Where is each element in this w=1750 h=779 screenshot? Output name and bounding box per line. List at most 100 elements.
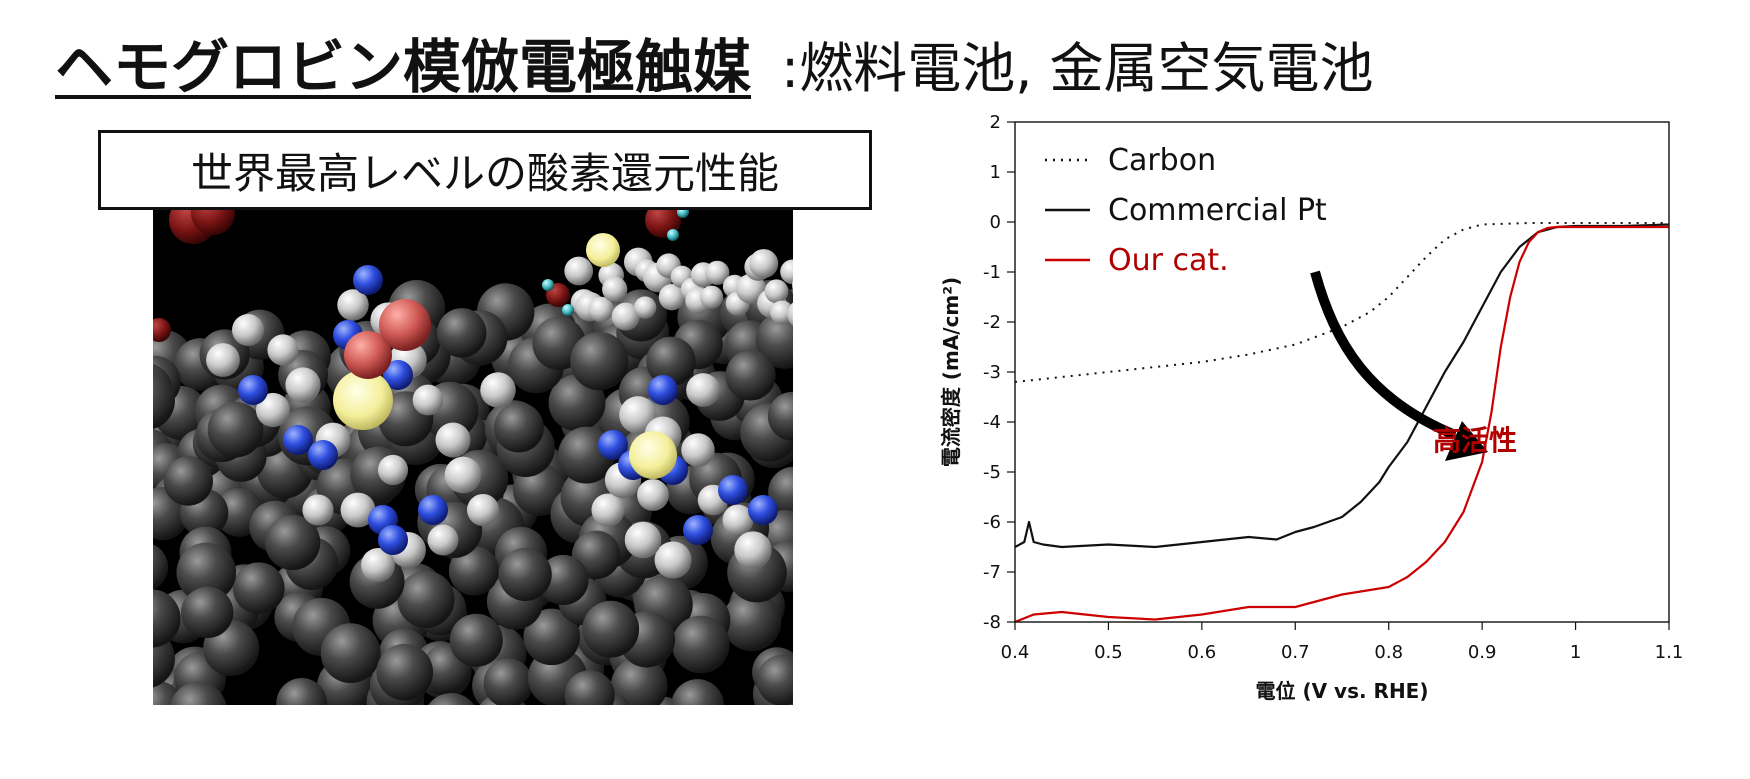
atom xyxy=(602,276,628,302)
atom xyxy=(791,279,793,291)
atom xyxy=(207,401,264,458)
atom xyxy=(182,586,234,638)
atom xyxy=(285,367,321,403)
activity-arrow-shaft xyxy=(1310,270,1457,440)
y-tick-label: 0 xyxy=(990,212,1001,233)
y-tick-label: 1 xyxy=(990,162,1001,183)
atom xyxy=(255,392,291,428)
page-header: ヘモグロビン模倣電極触媒:燃料電池, 金属空気電池 xyxy=(55,20,1374,110)
atom xyxy=(725,350,776,401)
plot-frame xyxy=(1014,121,1670,623)
atom xyxy=(755,310,793,369)
atom xyxy=(276,678,328,705)
atom xyxy=(671,679,725,705)
activity-annotation: 高活性 xyxy=(1433,424,1517,457)
atom xyxy=(435,422,471,458)
atom xyxy=(705,260,730,285)
activity-arrow xyxy=(1310,270,1488,461)
atom xyxy=(588,296,614,323)
legend-label-2: Our cat. xyxy=(1108,243,1229,278)
atom xyxy=(562,304,574,316)
atom xyxy=(538,554,589,606)
atom xyxy=(671,615,730,674)
atom xyxy=(683,515,713,545)
atom xyxy=(646,336,696,387)
x-axis-title: 電位 (V vs. RHE) xyxy=(1256,679,1429,703)
atom xyxy=(418,495,448,525)
y-tick-label: -4 xyxy=(983,412,1001,433)
atom xyxy=(686,373,720,407)
x-tick-label: 1.1 xyxy=(1655,642,1684,663)
chart-legend: Carbon Commercial Pt Our cat. xyxy=(1045,143,1327,278)
x-tick-label: 0.9 xyxy=(1468,642,1497,663)
atom xyxy=(308,440,338,470)
atom xyxy=(493,402,544,453)
atom xyxy=(564,670,615,705)
x-tick-label: 0.4 xyxy=(1001,642,1030,663)
y-axis-title: 電流密度 (mA/cm²) xyxy=(939,277,963,467)
x-tick-label: 0.6 xyxy=(1188,642,1217,663)
atom xyxy=(153,371,175,430)
legend-label-1: Commercial Pt xyxy=(1108,193,1327,228)
atom xyxy=(163,456,213,506)
atom xyxy=(397,570,455,628)
performance-badge-text: 世界最高レベルの酸素還元性能 xyxy=(190,148,779,198)
atom xyxy=(444,456,482,494)
page-subtitle: :燃料電池, 金属空気電池 xyxy=(781,37,1374,100)
x-axis-ticks: 0.4 0.5 0.6 0.7 0.8 0.9 1 1.1 xyxy=(1001,622,1684,663)
y-tick-label: -6 xyxy=(983,512,1001,533)
atom xyxy=(677,210,689,218)
atom xyxy=(169,681,227,705)
atom xyxy=(523,608,580,666)
y-tick-label: -2 xyxy=(983,312,1001,333)
series-line-2 xyxy=(1014,225,1669,624)
atom xyxy=(333,370,393,430)
atom xyxy=(637,479,669,511)
atom xyxy=(267,334,299,366)
y-tick-label: -5 xyxy=(983,462,1001,483)
atom xyxy=(353,265,383,295)
atom xyxy=(610,657,668,705)
atom xyxy=(283,425,313,455)
atom xyxy=(264,514,321,571)
atom xyxy=(383,360,413,390)
x-tick-label: 1 xyxy=(1570,642,1581,663)
atom xyxy=(787,302,793,327)
atom xyxy=(764,279,789,304)
atom xyxy=(591,493,625,527)
atom xyxy=(412,384,444,416)
atom xyxy=(658,284,686,311)
atom xyxy=(498,547,552,602)
atom xyxy=(344,331,392,379)
activity-arrow-head xyxy=(1445,421,1488,461)
atom xyxy=(722,504,754,536)
performance-badge: 世界最高レベルの酸素還元性能 xyxy=(98,130,872,210)
atom xyxy=(361,548,395,582)
x-tick-label: 0.7 xyxy=(1281,642,1310,663)
atom xyxy=(542,279,554,291)
atom xyxy=(700,285,724,309)
legend-label-0: Carbon xyxy=(1108,143,1216,178)
atom xyxy=(176,542,237,603)
atom xyxy=(449,613,503,667)
atom xyxy=(233,562,285,614)
atom xyxy=(735,273,766,304)
molecular-model-icon xyxy=(153,210,793,705)
current-density-chart: 2 1 0 -1 -2 -3 -4 -5 -6 -7 -8 0.4 0.5 0.6 0.7 0.8 0.9 1 1… xyxy=(939,112,1684,703)
x-tick-label: 0.8 xyxy=(1374,642,1403,663)
series-line-1 xyxy=(1014,223,1670,549)
atom xyxy=(734,531,772,569)
atom xyxy=(379,299,431,351)
atom xyxy=(667,229,679,241)
y-tick-label: -1 xyxy=(983,262,1001,283)
atom xyxy=(480,372,516,408)
atom xyxy=(238,375,268,405)
atom xyxy=(483,658,533,705)
x-tick-label: 0.5 xyxy=(1094,642,1123,663)
atom xyxy=(767,391,793,441)
atom xyxy=(770,300,793,325)
atom xyxy=(153,318,171,342)
atom xyxy=(681,433,715,467)
atom xyxy=(586,233,620,267)
atom xyxy=(206,343,240,377)
